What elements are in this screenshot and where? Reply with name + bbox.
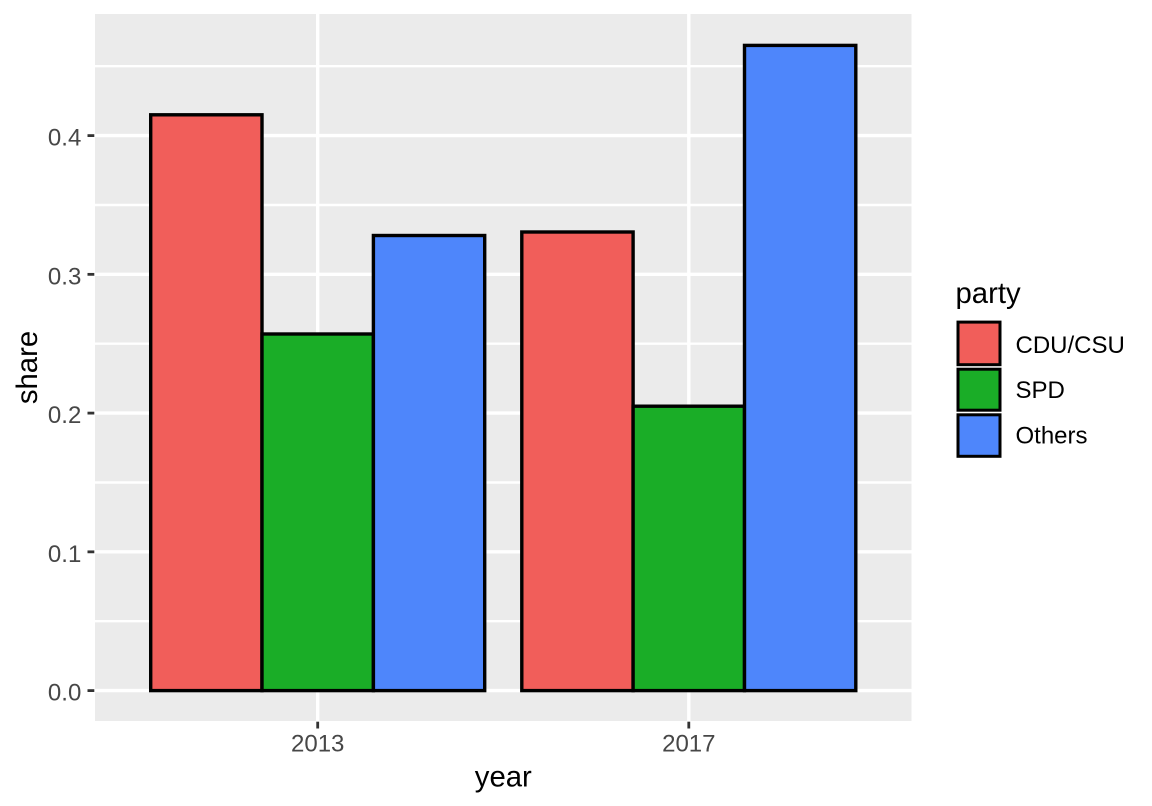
svg-text:year: year (475, 761, 532, 794)
svg-text:2013: 2013 (291, 731, 344, 758)
svg-text:2017: 2017 (662, 731, 715, 758)
svg-text:0.3: 0.3 (48, 263, 81, 290)
svg-text:0.2: 0.2 (48, 402, 81, 429)
svg-text:party: party (956, 277, 1021, 310)
svg-text:0.0: 0.0 (48, 680, 81, 707)
svg-text:Others: Others (1016, 422, 1088, 449)
svg-text:CDU/CSU: CDU/CSU (1016, 332, 1125, 359)
svg-text:0.1: 0.1 (48, 541, 81, 568)
svg-text:0.4: 0.4 (48, 125, 81, 152)
svg-text:share: share (11, 331, 44, 404)
svg-text:SPD: SPD (1016, 377, 1065, 404)
